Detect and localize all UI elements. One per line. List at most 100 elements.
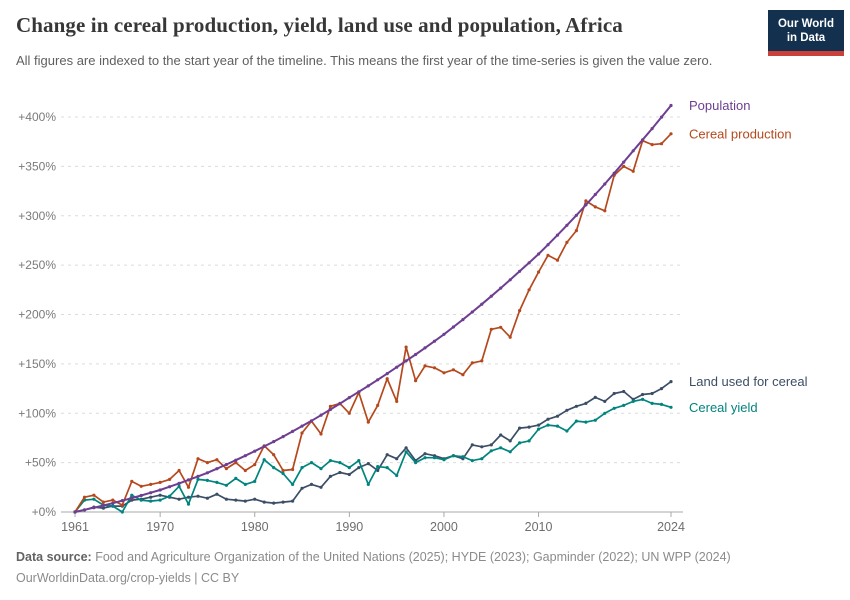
- data-point: [158, 493, 162, 497]
- data-point: [593, 205, 597, 209]
- data-point: [650, 127, 654, 131]
- data-point: [584, 401, 588, 405]
- data-point: [489, 327, 493, 331]
- data-point: [177, 468, 181, 473]
- data-point: [555, 424, 560, 428]
- data-point: [451, 454, 455, 458]
- data-point: [347, 411, 351, 415]
- data-point: [130, 493, 134, 497]
- data-point: [205, 471, 209, 475]
- series-label-population[interactable]: Population: [689, 98, 750, 113]
- data-point: [168, 477, 172, 481]
- data-point: [376, 403, 380, 407]
- data-point: [508, 335, 512, 339]
- data-point: [414, 352, 418, 357]
- data-point: [650, 143, 654, 147]
- data-point: [186, 502, 191, 506]
- data-point: [262, 458, 266, 462]
- data-point: [470, 310, 474, 314]
- data-point: [196, 474, 200, 478]
- data-point: [357, 459, 361, 463]
- data-point: [215, 492, 219, 496]
- data-point: [177, 484, 181, 488]
- data-point: [461, 373, 465, 377]
- y-gridlines: +0% +50% +100% +150% +200% +250% +300% +350% +40…: [18, 110, 683, 519]
- x-tick-label: 1961: [61, 520, 89, 534]
- data-point: [186, 478, 191, 482]
- data-point: [489, 294, 493, 298]
- data-point: [347, 396, 351, 400]
- data-point: [130, 496, 134, 500]
- data-point: [300, 466, 304, 470]
- data-point: [196, 494, 200, 498]
- data-point: [650, 391, 654, 396]
- data-source-text: Food and Agriculture Organization of the…: [91, 550, 731, 564]
- data-point: [139, 493, 143, 498]
- series-cereal-yield: Cereal yield: [73, 397, 758, 514]
- x-tick-label: 2024: [657, 520, 685, 534]
- data-point: [451, 325, 455, 329]
- data-point: [224, 497, 228, 501]
- data-point: [404, 359, 408, 363]
- data-point: [224, 483, 228, 487]
- data-point: [272, 501, 276, 505]
- data-point: [328, 459, 332, 463]
- data-point: [149, 495, 153, 499]
- data-point: [555, 414, 560, 418]
- data-point: [480, 302, 484, 306]
- owid-logo[interactable]: Our World in Data: [768, 10, 844, 56]
- data-point: [376, 465, 380, 469]
- data-point: [291, 482, 295, 486]
- data-point: [319, 413, 323, 417]
- data-point: [565, 408, 569, 412]
- data-point: [338, 461, 342, 465]
- data-point: [442, 332, 446, 336]
- data-point: [641, 392, 645, 397]
- data-point: [234, 476, 238, 480]
- y-tick-label: +150%: [18, 357, 56, 371]
- data-point: [158, 488, 162, 492]
- data-point: [423, 346, 427, 350]
- data-point: [395, 473, 399, 478]
- data-point: [612, 406, 616, 410]
- data-point: [385, 377, 389, 381]
- data-point: [385, 453, 389, 457]
- data-point: [489, 443, 493, 447]
- y-tick-label: +300%: [18, 209, 56, 223]
- series-label-land-used-for-cereal[interactable]: Land used for cereal: [689, 374, 808, 389]
- data-point: [243, 499, 247, 503]
- data-point: [328, 474, 332, 478]
- owid-logo-line1: Our World: [777, 18, 834, 30]
- data-point: [659, 142, 664, 146]
- data-point: [130, 479, 134, 483]
- data-point: [319, 467, 323, 471]
- data-point: [470, 459, 474, 463]
- footer-link[interactable]: OurWorldinData.org/crop-yields | CC BY: [16, 571, 240, 585]
- data-point: [234, 458, 238, 462]
- data-point: [347, 466, 351, 470]
- series-line-cereal-production: [74, 132, 672, 513]
- data-point: [253, 479, 257, 483]
- data-point: [120, 510, 124, 514]
- series-label-cereal-yield[interactable]: Cereal yield: [689, 400, 758, 415]
- data-point: [291, 429, 295, 433]
- data-point: [527, 261, 531, 265]
- data-point: [546, 243, 550, 247]
- data-point: [508, 439, 512, 443]
- data-point: [432, 366, 437, 370]
- data-point: [215, 458, 219, 462]
- data-point: [82, 508, 87, 512]
- data-point: [423, 364, 427, 368]
- y-tick-label: +0%: [32, 505, 57, 519]
- data-point: [527, 288, 531, 292]
- data-point: [404, 446, 408, 450]
- data-point: [622, 389, 626, 394]
- data-point: [518, 426, 522, 430]
- data-point: [480, 457, 484, 461]
- data-point: [177, 481, 181, 485]
- data-point: [395, 365, 399, 369]
- series-label-cereal-production[interactable]: Cereal production: [689, 126, 792, 141]
- data-point: [631, 169, 635, 173]
